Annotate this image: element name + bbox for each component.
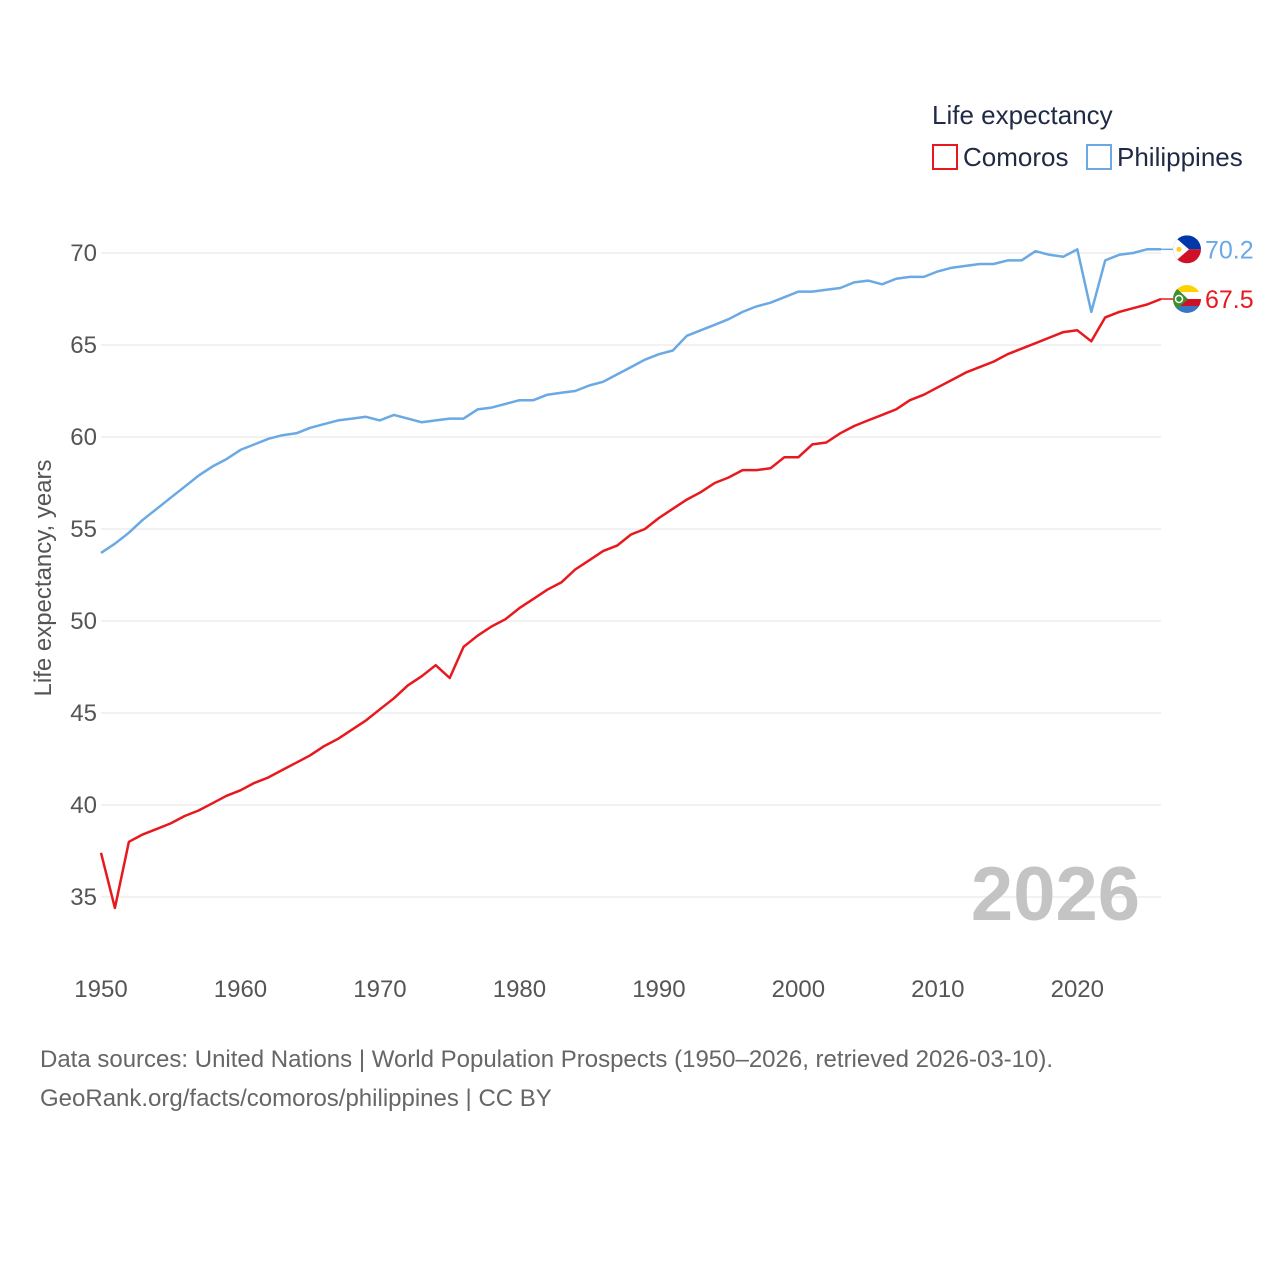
grid xyxy=(101,252,1161,898)
end-marker-comoros: 67.5 xyxy=(1161,285,1254,314)
source-link-line[interactable]: GeoRank.org/facts/comoros/philippines | … xyxy=(40,1085,552,1112)
year-watermark: 2026 xyxy=(971,852,1140,937)
y-axis-title: Life expectancy, years xyxy=(30,459,57,696)
x-tick-label: 1980 xyxy=(493,976,546,1003)
source-line: Data sources: United Nations | World Pop… xyxy=(40,1046,1054,1073)
series-line-philippines xyxy=(100,248,1161,554)
y-tick-label: 35 xyxy=(70,884,97,911)
y-tick-label: 65 xyxy=(70,332,97,359)
philippines-flag xyxy=(1173,235,1201,264)
x-axis: 1950 1960 1970 1980 1990 2000 2010 2020 xyxy=(74,976,1104,1003)
end-value-label: 67.5 xyxy=(1205,286,1254,314)
y-tick-label: 45 xyxy=(70,700,97,727)
y-tick-label: 50 xyxy=(70,608,97,635)
x-tick-label: 1960 xyxy=(214,976,267,1003)
end-marker-philippines: 70.2 xyxy=(1161,235,1254,264)
legend-label: Philippines xyxy=(1117,142,1243,172)
legend-item-comoros[interactable]: Comoros xyxy=(932,142,1068,172)
legend-label: Comoros xyxy=(963,142,1068,172)
x-tick-label: 2020 xyxy=(1051,976,1104,1003)
series-group xyxy=(99,248,1162,910)
end-value-label: 70.2 xyxy=(1205,236,1254,264)
comoros-flag xyxy=(1173,285,1201,313)
x-tick-label: 2000 xyxy=(772,976,825,1003)
x-tick-label: 1970 xyxy=(353,976,406,1003)
x-tick-label: 2010 xyxy=(911,976,964,1003)
end-markers: 67.5 70.2 xyxy=(1161,235,1254,314)
y-axis: 35 40 45 50 55 60 65 70 xyxy=(70,240,97,911)
legend-swatch xyxy=(932,144,958,170)
legend: Comoros Philippines xyxy=(932,142,1243,172)
x-tick-label: 1990 xyxy=(632,976,685,1003)
y-tick-label: 55 xyxy=(70,516,97,543)
legend-title: Life expectancy xyxy=(932,100,1113,130)
legend-swatch xyxy=(1086,144,1112,170)
legend-item-philippines[interactable]: Philippines xyxy=(1086,142,1243,172)
y-tick-label: 40 xyxy=(70,792,97,819)
y-tick-label: 60 xyxy=(70,424,97,451)
series-line-comoros xyxy=(99,297,1162,910)
x-tick-label: 1950 xyxy=(74,976,127,1003)
source-note: Data sources: United Nations | World Pop… xyxy=(40,1040,1053,1118)
y-tick-label: 70 xyxy=(70,240,97,267)
